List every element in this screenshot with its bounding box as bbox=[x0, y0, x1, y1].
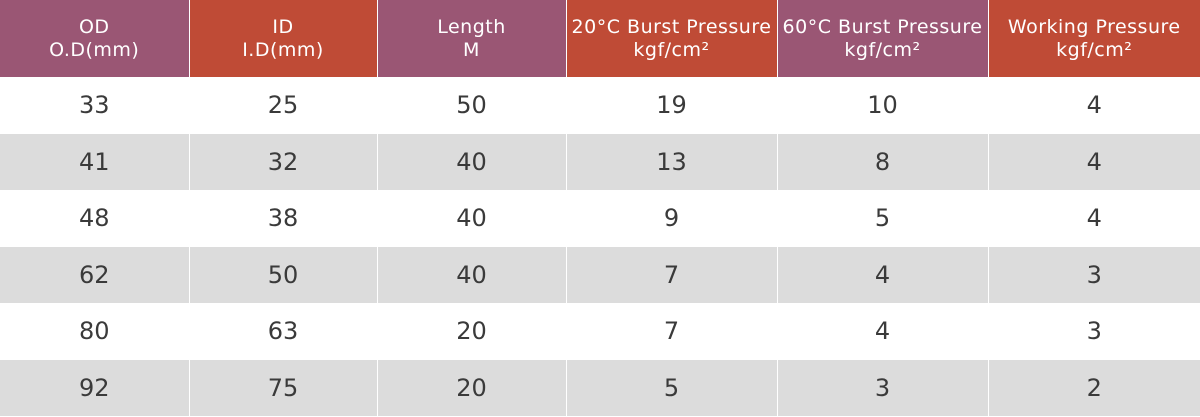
header-working-pressure: Working Pressure kgf/cm² bbox=[988, 0, 1200, 77]
cell-working-pressure: 3 bbox=[988, 246, 1200, 303]
header-id-title: ID bbox=[272, 15, 294, 38]
header-id: ID I.D(mm) bbox=[189, 0, 378, 77]
header-length: Length M bbox=[377, 0, 567, 77]
table-row: 41 32 40 13 8 4 bbox=[0, 133, 1200, 190]
cell-burst-20c: 7 bbox=[566, 303, 778, 360]
cell-burst-60c: 10 bbox=[777, 77, 989, 134]
cell-od: 48 bbox=[0, 190, 190, 247]
header-length-title: Length bbox=[437, 15, 506, 38]
header-od-unit: O.D(mm) bbox=[49, 38, 140, 61]
cell-length: 20 bbox=[377, 303, 567, 360]
cell-burst-20c: 19 bbox=[566, 77, 778, 134]
header-burst-20c-unit: kgf/cm² bbox=[633, 38, 710, 61]
cell-od: 41 bbox=[0, 133, 190, 190]
table-row: 92 75 20 5 3 2 bbox=[0, 359, 1200, 416]
header-working-pressure-title: Working Pressure bbox=[1007, 15, 1181, 38]
cell-id: 38 bbox=[189, 190, 378, 247]
cell-burst-60c: 4 bbox=[777, 246, 989, 303]
header-od-title: OD bbox=[78, 15, 110, 38]
header-id-unit: I.D(mm) bbox=[242, 38, 324, 61]
cell-burst-60c: 4 bbox=[777, 303, 989, 360]
cell-burst-20c: 13 bbox=[566, 133, 778, 190]
cell-id: 25 bbox=[189, 77, 378, 134]
table-row: 80 63 20 7 4 3 bbox=[0, 303, 1200, 360]
cell-length: 40 bbox=[377, 246, 567, 303]
header-burst-20c-title: 20°C Burst Pressure bbox=[571, 15, 772, 38]
cell-burst-60c: 3 bbox=[777, 359, 989, 416]
table-body: 33 25 50 19 10 4 41 32 40 13 8 4 48 38 4… bbox=[0, 77, 1200, 416]
cell-working-pressure: 2 bbox=[988, 359, 1200, 416]
header-burst-60c-title: 60°C Burst Pressure bbox=[782, 15, 983, 38]
cell-length: 40 bbox=[377, 190, 567, 247]
table-row: 33 25 50 19 10 4 bbox=[0, 77, 1200, 134]
cell-working-pressure: 4 bbox=[988, 190, 1200, 247]
cell-burst-60c: 8 bbox=[777, 133, 989, 190]
cell-od: 92 bbox=[0, 359, 190, 416]
cell-od: 33 bbox=[0, 77, 190, 134]
header-working-pressure-unit: kgf/cm² bbox=[1056, 38, 1133, 61]
header-burst-60c: 60°C Burst Pressure kgf/cm² bbox=[777, 0, 989, 77]
cell-working-pressure: 3 bbox=[988, 303, 1200, 360]
header-row: OD O.D(mm) ID I.D(mm) Length M 20°C Burs… bbox=[0, 0, 1200, 77]
table-row: 48 38 40 9 5 4 bbox=[0, 190, 1200, 247]
header-od: OD O.D(mm) bbox=[0, 0, 190, 77]
cell-id: 32 bbox=[189, 133, 378, 190]
cell-id: 63 bbox=[189, 303, 378, 360]
cell-length: 50 bbox=[377, 77, 567, 134]
cell-length: 40 bbox=[377, 133, 567, 190]
cell-burst-20c: 9 bbox=[566, 190, 778, 247]
table-row: 62 50 40 7 4 3 bbox=[0, 246, 1200, 303]
cell-working-pressure: 4 bbox=[988, 77, 1200, 134]
cell-id: 75 bbox=[189, 359, 378, 416]
header-length-unit: M bbox=[463, 38, 480, 61]
cell-od: 62 bbox=[0, 246, 190, 303]
cell-length: 20 bbox=[377, 359, 567, 416]
cell-burst-20c: 7 bbox=[566, 246, 778, 303]
cell-id: 50 bbox=[189, 246, 378, 303]
cell-burst-20c: 5 bbox=[566, 359, 778, 416]
header-burst-60c-unit: kgf/cm² bbox=[844, 38, 921, 61]
cell-working-pressure: 4 bbox=[988, 133, 1200, 190]
cell-od: 80 bbox=[0, 303, 190, 360]
cell-burst-60c: 5 bbox=[777, 190, 989, 247]
header-burst-20c: 20°C Burst Pressure kgf/cm² bbox=[566, 0, 778, 77]
table-header: OD O.D(mm) ID I.D(mm) Length M 20°C Burs… bbox=[0, 0, 1200, 77]
